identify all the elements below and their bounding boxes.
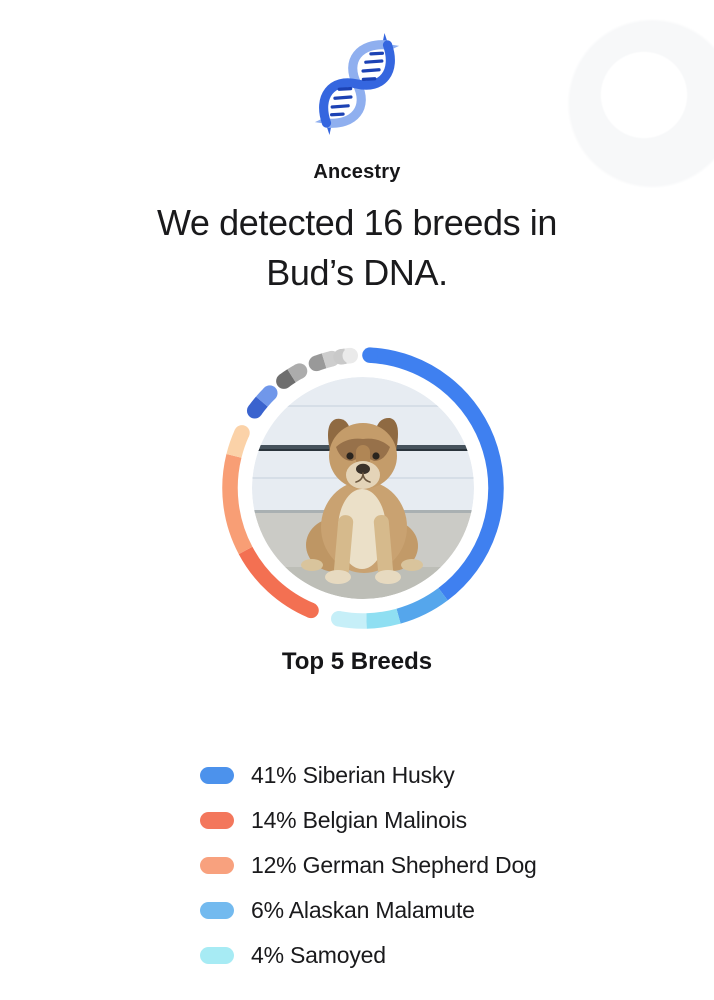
ring-segment-cap: [308, 355, 325, 372]
page-title: We detected 16 breeds in Bud’s DNA.: [40, 198, 674, 298]
page-title-line2: Bud’s DNA.: [266, 252, 448, 293]
breed-legend: 41% Siberian Husky 14% Belgian Malinois 12…: [200, 753, 537, 978]
dna-helix-icon: [314, 33, 400, 135]
ring-segment: [238, 546, 315, 618]
ring-segment-cap: [303, 602, 319, 619]
ring-segment-cap: [362, 347, 378, 363]
breed-color-pill: [200, 812, 234, 829]
legend-item: 4% Samoyed: [200, 933, 537, 978]
legend-item: 14% Belgian Malinois: [200, 798, 537, 843]
puppy: [301, 417, 423, 584]
dog-photo: [252, 377, 474, 599]
dog-photo-illustration: [252, 377, 474, 599]
ring-segment: [396, 587, 448, 624]
breed-label: 41% Siberian Husky: [251, 762, 455, 788]
ring-segment-cap: [331, 611, 347, 627]
legend-item: 41% Siberian Husky: [200, 753, 537, 798]
ring-segment-cap: [342, 347, 359, 364]
breed-label: 14% Belgian Malinois: [251, 807, 467, 833]
ring-segment: [369, 347, 504, 601]
breed-ring-chart: [222, 347, 504, 629]
legend-item: 6% Alaskan Malamute: [200, 888, 537, 933]
ancestry-donut-chart: [213, 338, 513, 638]
breed-label: 6% Alaskan Malamute: [251, 897, 475, 923]
ring-segment-cap: [262, 385, 278, 401]
ring-segment: [366, 608, 401, 629]
top-breeds-title: Top 5 Breeds: [281, 648, 433, 675]
page-title-line1: We detected 16 breeds in: [156, 202, 557, 243]
breed-label: 12% German Shepherd Dog: [251, 852, 537, 878]
breed-label: 4% Samoyed: [251, 942, 386, 968]
ring-segment-cap: [276, 373, 292, 389]
ring-segment-cap: [234, 425, 250, 441]
breed-color-pill: [200, 947, 234, 964]
ring-segment-cap: [246, 403, 263, 419]
breed-color-pill: [200, 902, 234, 919]
ring-segment-cap: [291, 363, 308, 379]
ring-segment: [222, 453, 253, 555]
breed-color-pill: [200, 767, 234, 784]
legend-item: 12% German Shepherd Dog: [200, 843, 537, 888]
breed-color-pill: [200, 857, 234, 874]
section-eyebrow: Ancestry: [313, 161, 401, 183]
